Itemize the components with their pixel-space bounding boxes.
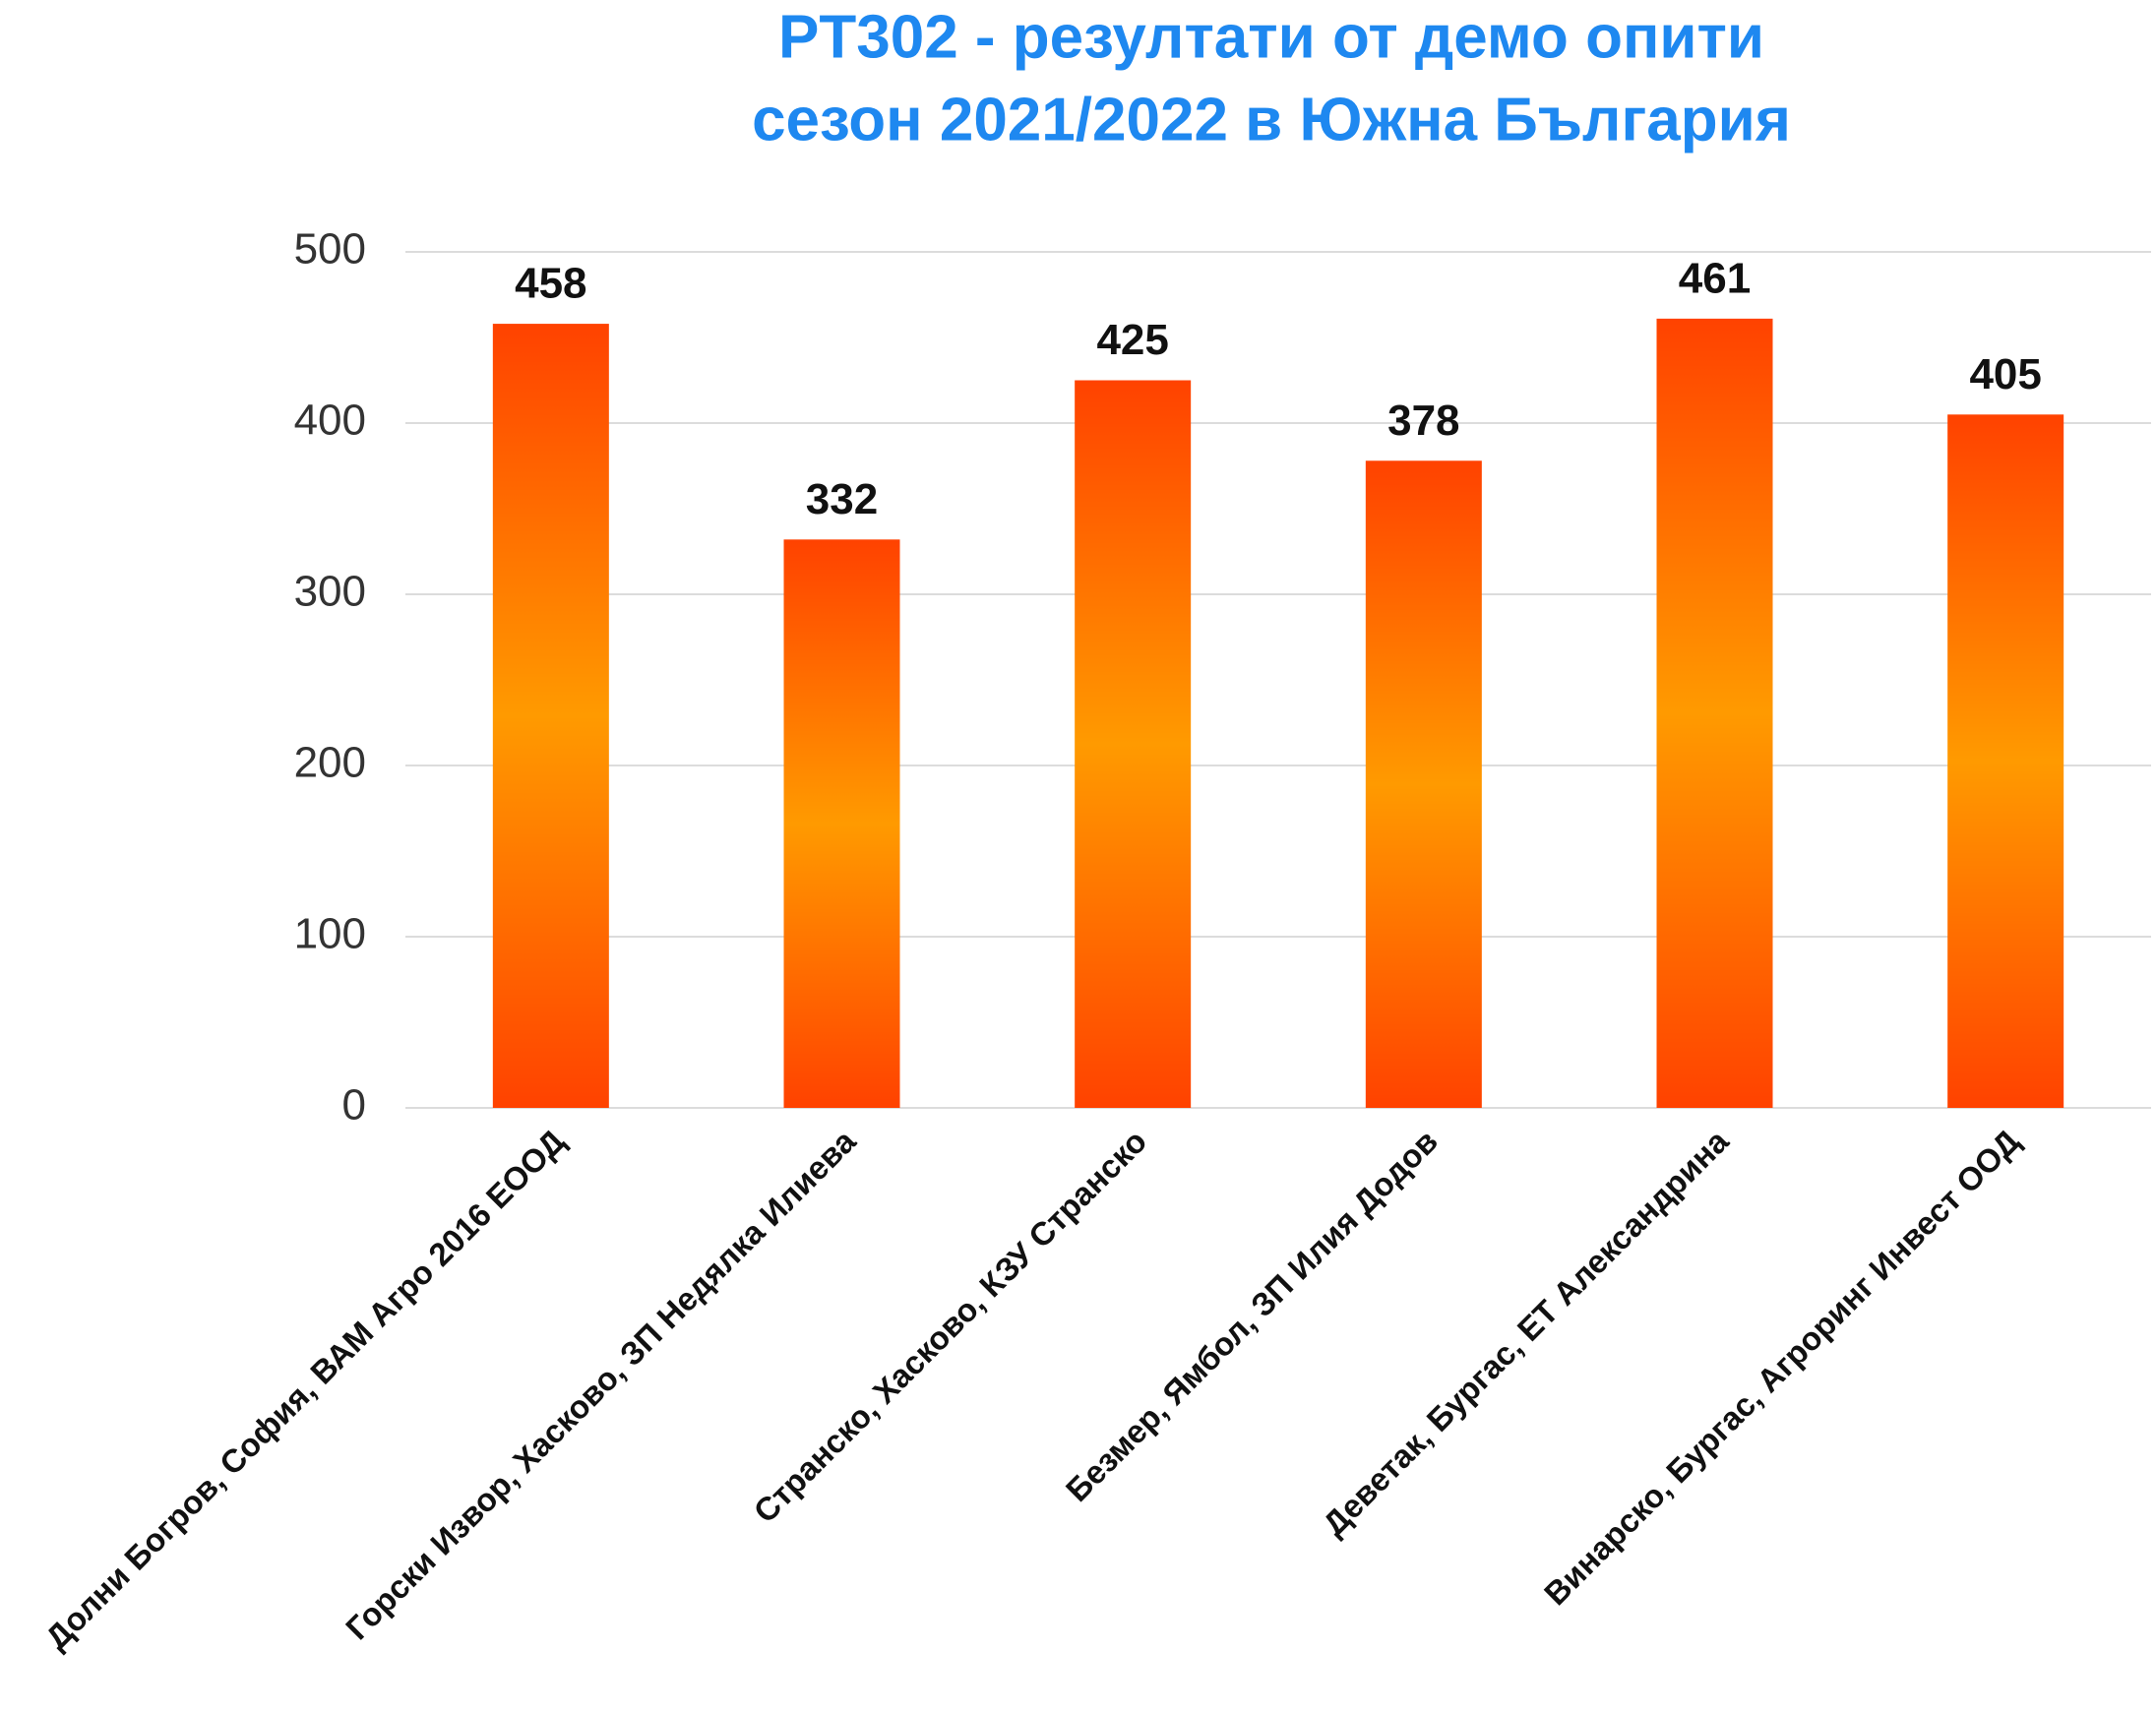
- y-tick-label: 0: [342, 1081, 366, 1130]
- value-label: 458: [515, 260, 586, 308]
- value-label: 378: [1387, 397, 1459, 445]
- value-label: 405: [1969, 350, 2041, 398]
- value-label: 425: [1096, 316, 1168, 364]
- bar: [1947, 414, 2064, 1108]
- x-tick-label: Долни Богров, София, ВАМ Агро 2016 ЕООД: [38, 1123, 572, 1656]
- chart-title: сезон 2021/2022 в Южна България: [752, 86, 1791, 153]
- y-tick-label: 500: [294, 225, 366, 274]
- x-tick-label: Горски Извор, Хасково, ЗП Недялка Илиева: [339, 1122, 863, 1646]
- value-label: 332: [806, 475, 878, 523]
- x-tick-label: Винарско, Бургас, Агроринг Инвест ООД: [1537, 1123, 2026, 1612]
- bar: [1075, 380, 1192, 1108]
- bar: [783, 539, 900, 1108]
- y-tick-label: 400: [294, 397, 366, 445]
- bar: [1365, 460, 1482, 1108]
- chart-title: PT302 - резултати от демо опити: [778, 3, 1764, 71]
- y-tick-label: 300: [294, 568, 366, 616]
- y-tick-label: 100: [294, 910, 366, 958]
- y-tick-label: 200: [294, 739, 366, 787]
- bar: [1656, 318, 1773, 1108]
- bar: [492, 324, 609, 1109]
- value-label: 461: [1679, 254, 1751, 302]
